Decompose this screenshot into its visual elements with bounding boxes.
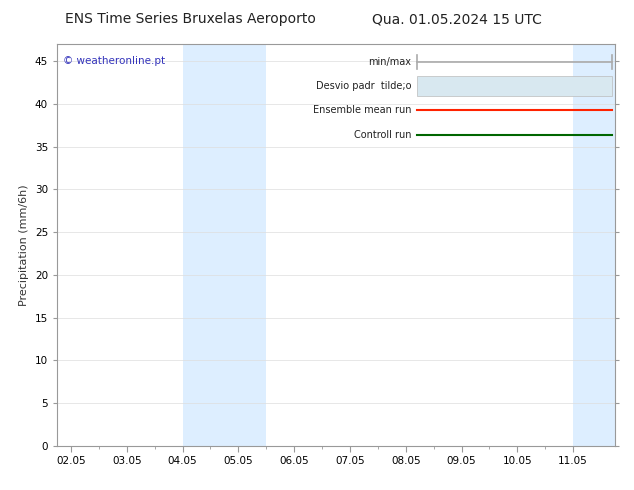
Bar: [573, 44, 615, 446]
Text: Controll run: Controll run: [354, 129, 411, 140]
Text: Qua. 01.05.2024 15 UTC: Qua. 01.05.2024 15 UTC: [372, 12, 541, 26]
Text: ENS Time Series Bruxelas Aeroporto: ENS Time Series Bruxelas Aeroporto: [65, 12, 316, 26]
Y-axis label: Precipitation (mm/6h): Precipitation (mm/6h): [19, 184, 29, 306]
Bar: [183, 44, 266, 446]
Text: min/max: min/max: [368, 57, 411, 67]
Bar: [417, 76, 612, 97]
Text: Desvio padr  tilde;o: Desvio padr tilde;o: [316, 81, 411, 91]
Text: Ensemble mean run: Ensemble mean run: [313, 105, 411, 116]
Text: © weatheronline.pt: © weatheronline.pt: [63, 56, 165, 66]
